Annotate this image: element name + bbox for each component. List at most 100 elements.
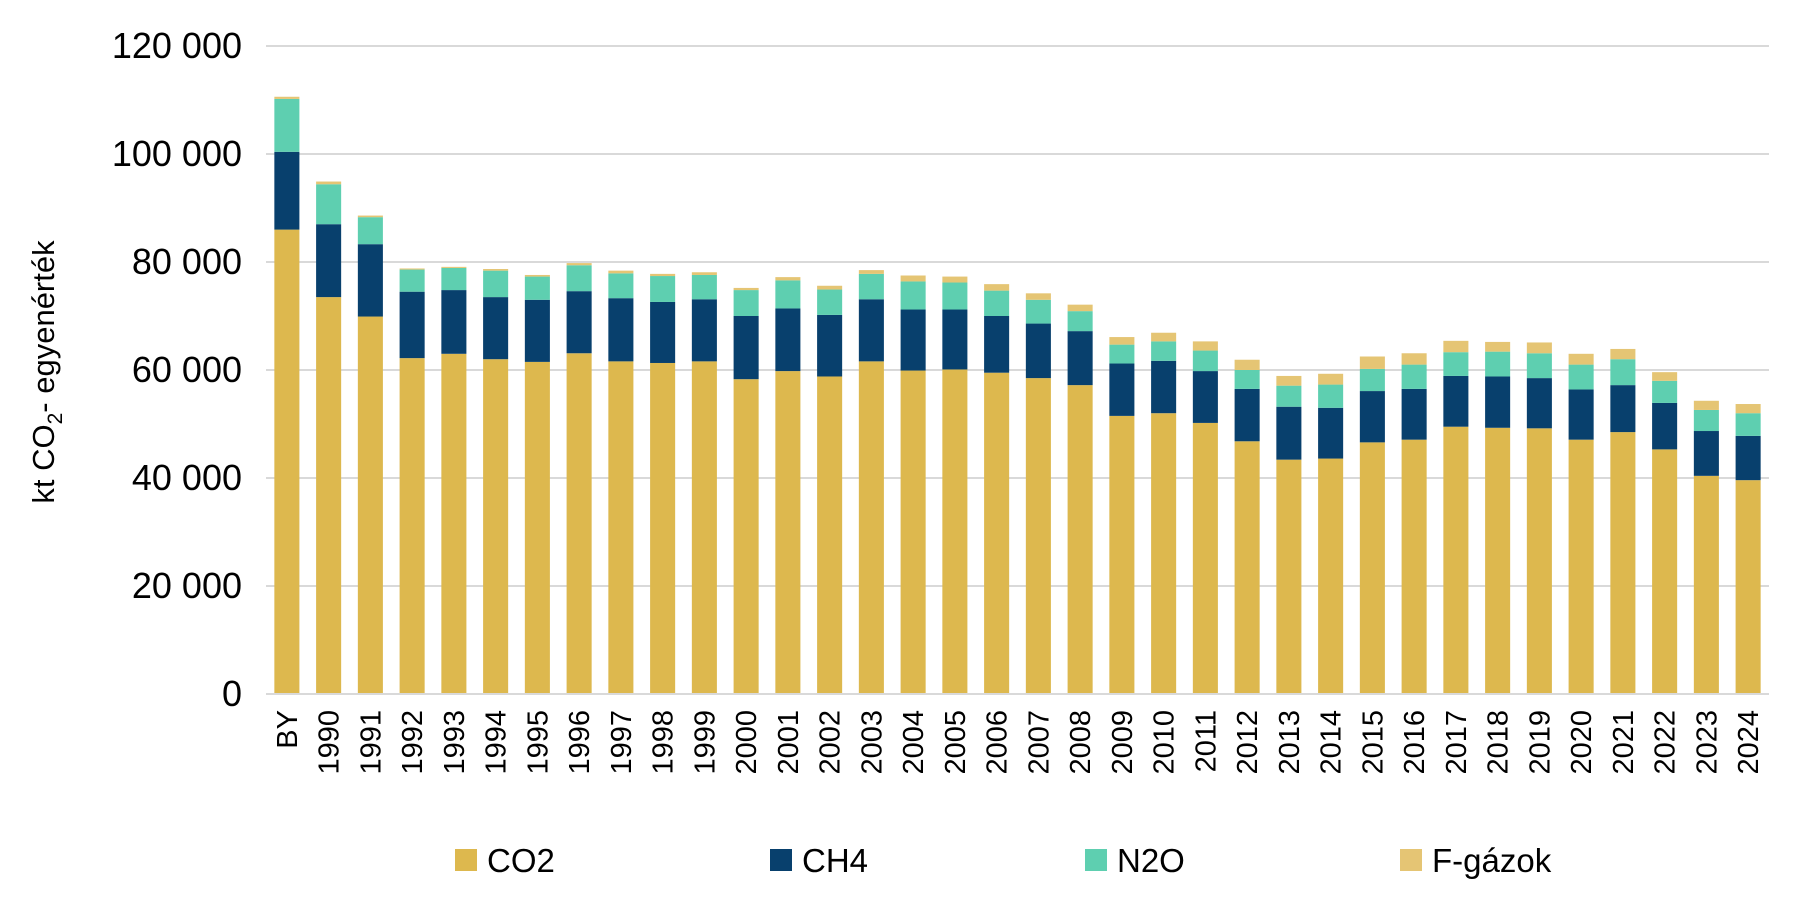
bar-stack-2009 [1109,337,1135,694]
y-axis-label-subscript: 2 [44,413,67,425]
x-tick-label: 2012 [1232,710,1264,775]
bar-segment-ch4-2018 [1485,376,1511,428]
bar-segment-co2-2014 [1318,458,1344,694]
bar-stack-BY [274,96,300,694]
bar-segment-n2o-2017 [1443,352,1469,376]
bar-stack-2018 [1485,341,1511,694]
x-tick-label: 2000 [731,710,763,775]
bar-segment-f-g-zok-2003 [858,270,884,274]
bar-segment-co2-1997 [608,361,634,694]
bar-segment-ch4-1997 [608,298,634,362]
bar-stack-2024 [1735,404,1761,694]
bar-stack-2007 [1025,293,1051,694]
bar-segment-n2o-1998 [650,276,676,302]
bar-segment-f-g-zok-2002 [817,285,843,290]
bar-segment-f-g-zok-2000 [733,287,759,291]
bar-segment-f-g-zok-2009 [1109,337,1135,345]
bar-segment-co2-2012 [1234,441,1260,694]
y-tick-label: 40 000 [132,457,242,498]
bar-segment-ch4-2008 [1067,331,1093,386]
x-tick-label: 2014 [1316,710,1348,775]
bar-segment-f-g-zok-2006 [984,284,1010,291]
x-tick-label: 2017 [1441,710,1473,775]
bar-segment-co2-BY [274,229,300,694]
x-tick-label: 2008 [1065,710,1097,775]
bar-segment-ch4-1996 [566,291,592,354]
bar-segment-ch4-2016 [1401,388,1427,440]
bar-segment-f-g-zok-1997 [608,270,634,274]
bar-segment-f-g-zok-1993 [441,266,467,268]
bar-segment-n2o-2024 [1735,413,1761,436]
bar-stack-2002 [817,285,843,694]
bar-segment-f-g-zok-2024 [1735,404,1761,414]
bar-segment-f-g-zok-1995 [524,274,550,277]
bar-segment-f-g-zok-1999 [691,272,717,275]
bar-segment-ch4-2017 [1443,375,1469,427]
x-tick-label: 1996 [564,710,596,775]
bar-segment-f-g-zok-2021 [1610,348,1636,360]
bar-segment-n2o-2014 [1318,384,1344,408]
bar-segment-co2-2011 [1192,422,1218,694]
legend-label: F-gázok [1432,842,1552,879]
bar-stack-2021 [1610,348,1636,694]
legend-swatch [455,849,477,871]
y-tick-label: 80 000 [132,241,242,282]
bar-segment-ch4-2020 [1568,389,1594,440]
bar-segment-co2-1998 [650,362,676,694]
legend-item-f-g-zok: F-gázok [1400,842,1552,879]
bar-segment-n2o-1990 [316,184,342,225]
x-tick-label: 2003 [856,710,888,775]
legend-swatch [770,849,792,871]
legend-item-n2o: N2O [1085,842,1185,879]
bar-segment-n2o-1994 [483,270,509,298]
bar-stack-2017 [1443,340,1469,694]
bar-segment-ch4-2019 [1526,378,1552,429]
bar-segment-f-g-zok-1996 [566,263,592,266]
bar-segment-ch4-2005 [942,309,968,370]
bar-segment-ch4-BY [274,151,300,230]
bar-segment-ch4-1994 [483,297,509,360]
bar-segment-ch4-2006 [984,316,1010,373]
x-tick-label: 2006 [982,710,1014,775]
bar-segment-co2-1992 [399,358,425,694]
bar-segment-ch4-2001 [775,308,801,372]
bar-segment-ch4-2007 [1025,323,1051,379]
bar-segment-n2o-1992 [399,269,425,292]
x-tick-label: 2004 [898,710,930,775]
y-axis-label-post: - egyenérték [26,240,61,413]
legend: CO2 CH4 N2O F-gázok [455,842,1552,879]
x-tick-label: 2022 [1650,710,1682,775]
x-tick-label: 1995 [522,710,554,775]
bar-segment-f-g-zok-1990 [316,181,342,185]
bar-segment-f-g-zok-1991 [357,215,383,218]
x-axis-ticks: BY 1990 1991 1992 1993 1994 1995 1996 1997 1998 19… [272,710,1765,775]
bar-stack-2000 [733,287,759,694]
bar-segment-n2o-2023 [1693,409,1719,432]
x-tick-label: BY [272,710,304,749]
y-axis-label: kt CO2- egyenérték [26,240,67,504]
bar-segment-f-g-zok-2005 [942,276,968,283]
bar-segment-co2-1993 [441,353,467,694]
bar-segment-co2-2004 [900,370,926,694]
x-tick-label: 1998 [648,710,680,775]
bar-stack-2023 [1693,400,1719,694]
bar-stack-2011 [1192,341,1218,694]
x-tick-label: 1994 [481,710,513,775]
bar-segment-co2-1995 [524,361,550,694]
bar-segment-n2o-2013 [1276,385,1302,407]
bar-stack-2019 [1526,342,1552,694]
x-tick-label: 2019 [1524,710,1556,775]
bar-segment-ch4-2022 [1652,402,1678,450]
bar-segment-n2o-2018 [1485,351,1511,377]
legend-swatch [1400,849,1422,871]
bar-segment-n2o-2001 [775,280,801,309]
bar-segment-co2-2007 [1025,378,1051,694]
bar-segment-co2-2002 [817,376,843,694]
gridlines [266,45,1769,587]
bar-segment-ch4-2013 [1276,406,1302,460]
bar-segment-co2-2019 [1526,428,1552,694]
bar-segment-co2-2017 [1443,426,1469,694]
bar-segment-ch4-2010 [1151,360,1177,414]
bar-segment-n2o-2006 [984,290,1010,316]
